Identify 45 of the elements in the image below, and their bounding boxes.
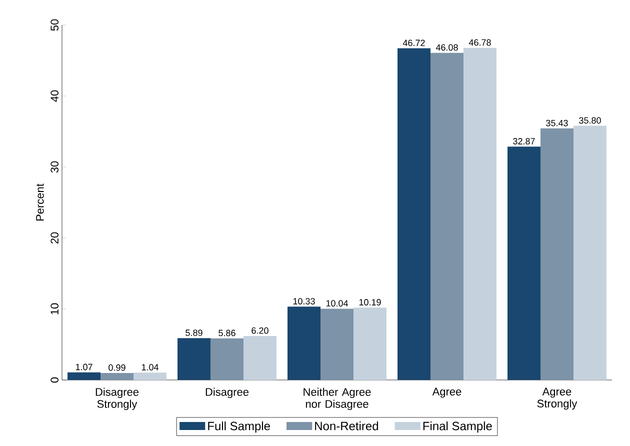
data-label: 10.19 bbox=[359, 299, 381, 306]
bar bbox=[320, 308, 354, 380]
data-label: 5.89 bbox=[186, 330, 202, 336]
bar bbox=[430, 52, 464, 380]
bar bbox=[68, 372, 101, 380]
bar bbox=[288, 306, 320, 380]
data-label: 1.04 bbox=[142, 364, 158, 370]
data-label: 10.04 bbox=[326, 300, 348, 307]
y-tick-label: 40 bbox=[50, 90, 58, 102]
data-label: 5.86 bbox=[218, 330, 236, 336]
x-tick-label: Neither Agree nor Disagree bbox=[304, 388, 371, 410]
data-label: 35.80 bbox=[579, 117, 601, 124]
bar bbox=[210, 338, 244, 380]
bar bbox=[507, 146, 540, 380]
y-tick-label: 50 bbox=[50, 19, 58, 31]
data-label: 10.33 bbox=[293, 298, 315, 304]
data-label: 32.87 bbox=[513, 138, 535, 144]
data-label: 46.78 bbox=[468, 39, 491, 46]
x-tick-label: Disagree bbox=[206, 388, 249, 398]
y-tick-label: 0 bbox=[50, 377, 58, 383]
x-tick-label: Agree Strongly bbox=[537, 388, 578, 410]
y-tick-label: 10 bbox=[50, 303, 58, 314]
data-label: 6.20 bbox=[252, 327, 268, 334]
legend-label: Full Sample bbox=[208, 421, 270, 433]
data-label: 46.08 bbox=[436, 44, 458, 51]
y-tick-label: 20 bbox=[50, 232, 58, 244]
legend-label: Non-Retired bbox=[315, 421, 378, 430]
bar bbox=[178, 338, 210, 380]
data-label: 0.99 bbox=[108, 364, 126, 371]
x-tick-label: Disagree Strongly bbox=[96, 388, 139, 410]
data-label: 46.72 bbox=[402, 40, 425, 46]
bar bbox=[353, 308, 386, 380]
bar bbox=[244, 336, 276, 380]
x-tick-label: Agree bbox=[432, 388, 462, 398]
bar bbox=[463, 48, 496, 380]
bar bbox=[100, 372, 134, 380]
data-label: 35.43 bbox=[546, 120, 568, 126]
bar bbox=[397, 48, 430, 380]
legend-label: Final Sample bbox=[423, 421, 492, 433]
bar bbox=[573, 126, 606, 380]
data-label: 1.07 bbox=[76, 364, 92, 370]
bar bbox=[134, 372, 167, 380]
bar bbox=[540, 128, 574, 380]
y-tick-label: 30 bbox=[50, 161, 58, 173]
y-axis-title: Percent bbox=[36, 184, 44, 221]
